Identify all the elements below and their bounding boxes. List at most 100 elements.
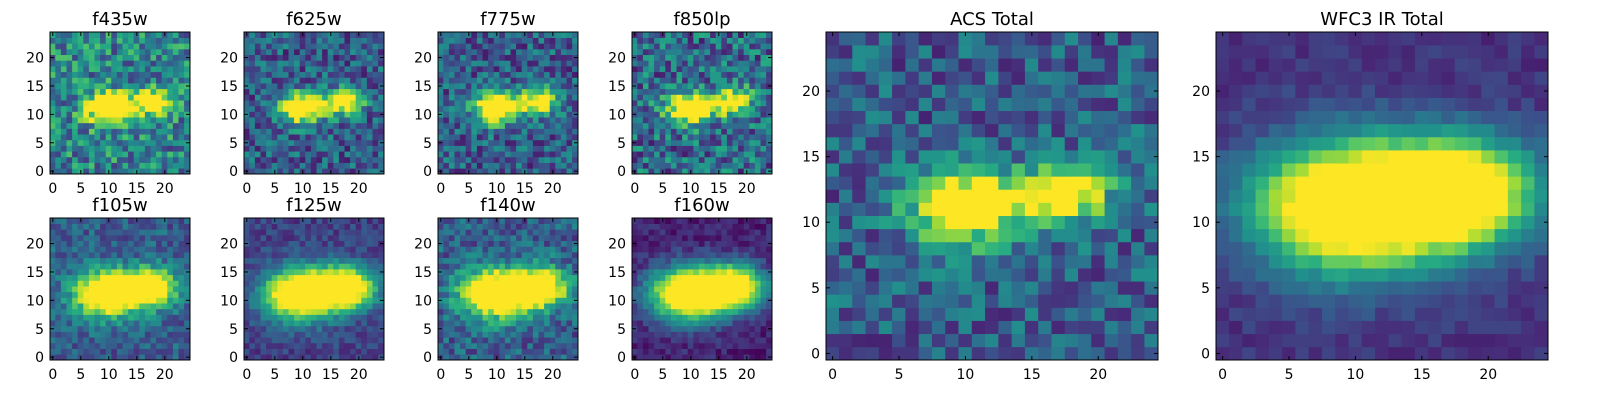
heatmap-cell xyxy=(355,99,362,107)
heatmap-cell xyxy=(338,246,346,253)
heatmap-cell xyxy=(682,314,689,321)
heatmap-cell xyxy=(704,88,711,95)
heatmap-cell xyxy=(549,229,556,236)
heatmap-cell xyxy=(726,314,734,321)
heatmap-cell xyxy=(77,302,84,310)
heatmap-cell xyxy=(178,48,185,56)
heatmap-cell xyxy=(521,54,528,61)
heatmap-cell xyxy=(654,48,661,56)
heatmap-cell xyxy=(654,268,661,276)
heatmap-cell xyxy=(572,156,579,163)
heatmap-cell xyxy=(260,122,267,129)
heatmap-cell xyxy=(254,325,262,332)
heatmap-cell xyxy=(670,54,678,61)
heatmap-cell xyxy=(249,150,256,158)
heatmap-cell xyxy=(693,145,700,152)
heatmap-cell xyxy=(687,291,694,298)
heatmap-cell xyxy=(726,348,734,355)
heatmap-cell xyxy=(361,342,368,349)
heatmap-cell xyxy=(361,217,368,224)
heatmap-cell xyxy=(128,229,135,236)
heatmap-cell xyxy=(266,37,273,44)
heatmap-cell xyxy=(361,348,368,355)
heatmap-cell xyxy=(150,31,157,38)
heatmap-cell xyxy=(549,116,556,124)
heatmap-cell xyxy=(754,43,762,50)
heatmap-cell xyxy=(754,145,762,152)
heatmap-cell xyxy=(538,268,545,276)
heatmap-cell xyxy=(100,336,107,344)
heatmap-cell xyxy=(682,94,689,101)
heatmap-cell xyxy=(333,291,340,298)
heatmap-cell xyxy=(538,122,545,129)
heatmap-cell xyxy=(172,280,180,287)
heatmap-cell xyxy=(333,94,340,101)
heatmap-cell xyxy=(532,88,540,95)
heatmap-cell xyxy=(338,268,346,276)
heatmap-cell xyxy=(361,229,368,236)
heatmap-cell xyxy=(94,229,101,236)
heatmap-cell xyxy=(49,88,56,95)
heatmap-cell xyxy=(654,348,661,355)
heatmap-cell xyxy=(443,285,450,293)
heatmap-cell xyxy=(532,240,540,247)
heatmap-cell xyxy=(499,111,506,118)
heatmap-cell xyxy=(288,71,295,78)
heatmap-cell xyxy=(299,116,306,124)
heatmap-cell xyxy=(139,133,146,141)
heatmap-cell xyxy=(631,88,638,95)
heatmap-cell xyxy=(760,60,767,67)
heatmap-cell xyxy=(448,308,456,315)
heatmap-cell xyxy=(128,156,135,163)
heatmap-cell xyxy=(156,77,163,84)
heatmap-cell xyxy=(150,263,157,270)
heatmap-cell xyxy=(488,246,495,253)
heatmap-cell xyxy=(693,31,700,38)
heatmap-cell xyxy=(682,162,689,169)
heatmap-cell xyxy=(72,168,79,175)
heatmap-cell xyxy=(460,122,467,129)
heatmap-cell xyxy=(532,291,540,298)
heatmap-cell xyxy=(704,77,711,84)
heatmap-cell xyxy=(566,268,573,276)
heatmap-cell xyxy=(254,77,262,84)
heatmap-cell xyxy=(122,48,129,56)
heatmap-cell xyxy=(687,297,694,304)
heatmap-cell xyxy=(111,43,118,50)
heatmap-cell xyxy=(721,94,728,101)
heatmap-cell xyxy=(488,99,495,107)
heatmap-cell xyxy=(366,82,374,90)
heatmap-cell xyxy=(333,354,340,361)
heatmap-cell xyxy=(521,48,528,56)
heatmap-cell xyxy=(128,133,135,141)
heatmap-cell xyxy=(94,331,101,338)
heatmap-cell xyxy=(72,54,79,61)
heatmap-cell xyxy=(277,48,284,56)
heatmap-cell xyxy=(682,150,689,158)
heatmap-cell xyxy=(637,291,644,298)
heatmap-cell xyxy=(654,99,661,107)
heatmap-cell xyxy=(294,354,301,361)
heatmap-cell xyxy=(710,43,717,50)
heatmap-cell xyxy=(366,314,374,321)
heatmap-cell xyxy=(72,348,79,355)
panel-title: f105w xyxy=(92,195,147,216)
heatmap-cell xyxy=(544,145,551,152)
heatmap-cell xyxy=(322,65,329,73)
heatmap-cell xyxy=(156,145,163,152)
heatmap-cell xyxy=(294,229,301,236)
heatmap-cell xyxy=(471,105,478,112)
heatmap-cell xyxy=(460,48,467,56)
heatmap-cell xyxy=(305,297,312,304)
heatmap-cell xyxy=(260,116,267,124)
heatmap-cell xyxy=(372,111,379,118)
heatmap-cell xyxy=(139,82,146,90)
heatmap-cell xyxy=(448,319,456,327)
heatmap-cell xyxy=(294,99,301,107)
heatmap-cell xyxy=(66,31,73,38)
heatmap-cell xyxy=(288,240,295,247)
heatmap-cell xyxy=(454,37,461,44)
heatmap-cell xyxy=(566,82,573,90)
heatmap-cell xyxy=(510,128,517,135)
heatmap-cell xyxy=(271,71,278,78)
